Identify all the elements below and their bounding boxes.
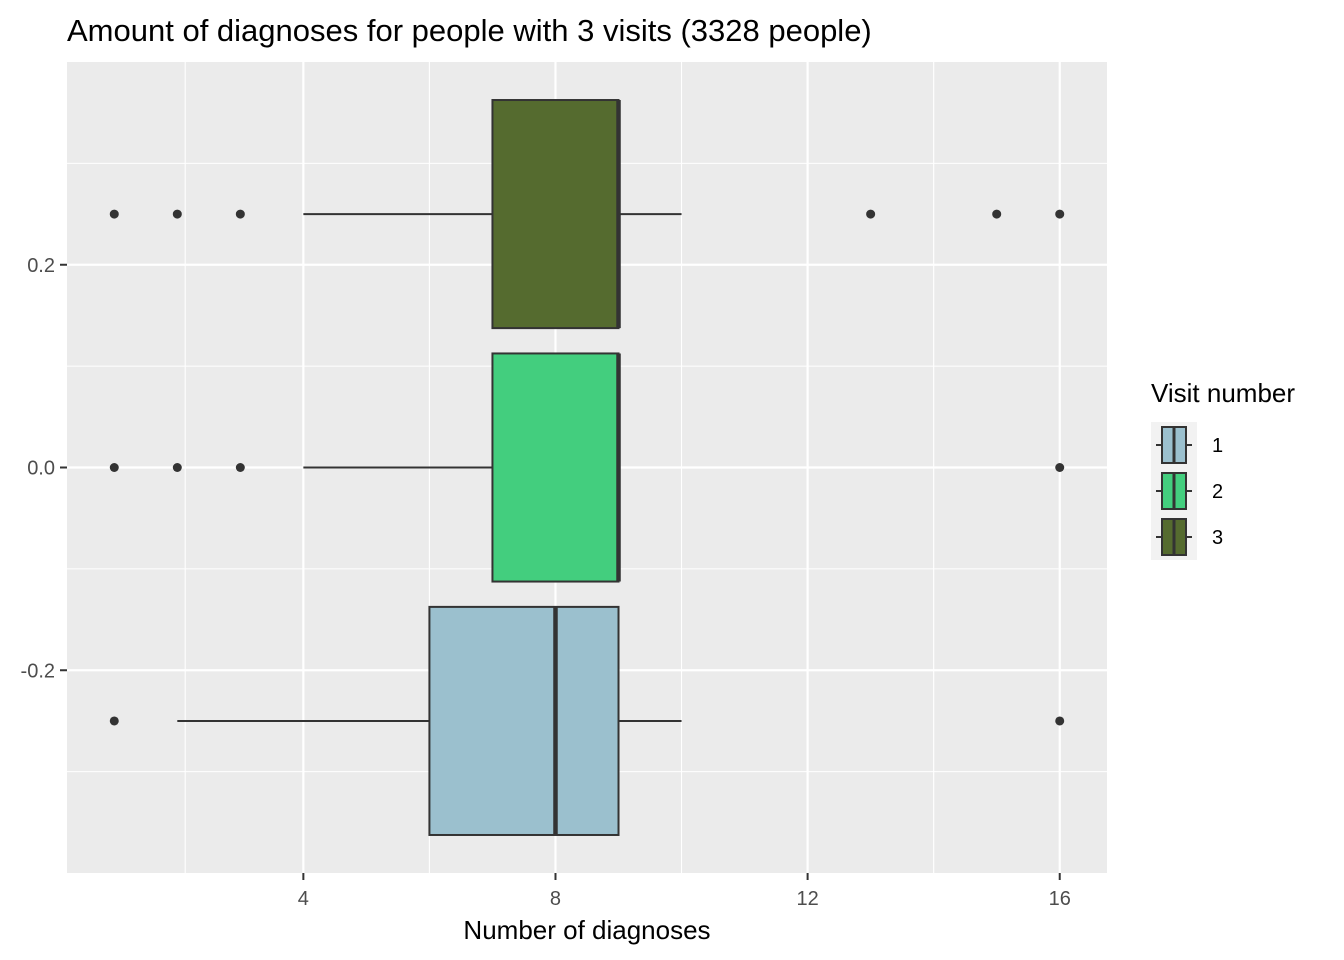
box-outlier-point: [235, 463, 245, 472]
box-outlier-point: [1055, 463, 1065, 472]
legend-label: 1: [1212, 435, 1223, 457]
box-outlier-point: [109, 209, 119, 219]
box-outlier-point: [866, 209, 876, 219]
box-outlier-point: [1055, 209, 1065, 219]
y-tick-label: -0.2: [21, 660, 55, 682]
legend-label: 3: [1212, 527, 1223, 549]
box-outlier-point: [172, 209, 182, 219]
legend: Visit number 1 2 3: [1151, 378, 1295, 560]
box-group-visit-2: [109, 352, 1065, 583]
box-outlier-point: [992, 209, 1002, 219]
box-body: [428, 605, 620, 836]
box-body: [491, 99, 620, 330]
legend-entry-1: 1: [1156, 426, 1223, 464]
box-outlier-point: [1055, 716, 1065, 726]
x-axis-ticks: 4 8 12 16: [298, 873, 1071, 910]
x-tick-label: 8: [550, 888, 561, 910]
box-series: [109, 99, 1065, 836]
x-tick-label: 4: [298, 888, 309, 910]
legend-title: Visit number: [1151, 378, 1295, 408]
box-outlier-point: [109, 463, 119, 472]
x-tick-label: 12: [796, 888, 818, 910]
box-outlier-point: [172, 463, 182, 472]
x-tick-label: 16: [1049, 888, 1071, 910]
box-outlier-point: [235, 209, 245, 219]
y-tick-label: 0.2: [27, 255, 55, 277]
legend-entry-3: 3: [1156, 518, 1223, 556]
y-tick-label: 0.0: [27, 458, 55, 480]
box-group-visit-1: [109, 605, 1065, 836]
legend-entry-2: 2: [1156, 472, 1223, 510]
y-axis-ticks: -0.2 0.0 0.2: [21, 255, 67, 682]
legend-label: 2: [1212, 481, 1223, 503]
box-outlier-point: [109, 716, 119, 726]
box-body: [491, 352, 620, 583]
box-group-visit-3: [109, 99, 1065, 330]
x-axis-title: Number of diagnoses: [463, 915, 710, 945]
chart-title: Amount of diagnoses for people with 3 vi…: [67, 13, 872, 48]
